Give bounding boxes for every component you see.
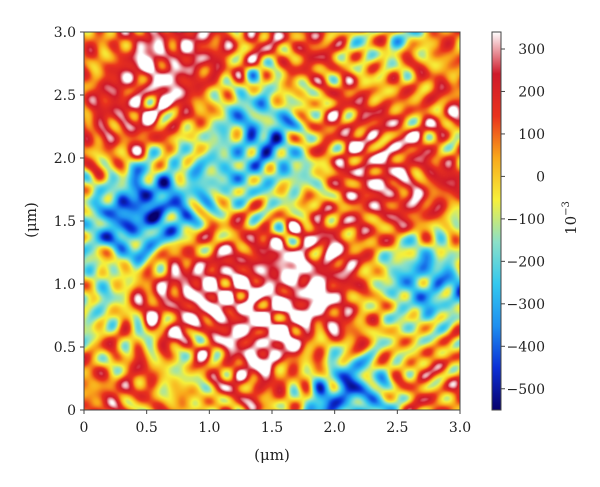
y-axis-ticks: 0 0.5 1.0 1.5 2.0 2.5 3.0 bbox=[54, 25, 84, 419]
colorbar-tick-label: −100 bbox=[507, 212, 545, 228]
colorbar-label: 10−3 bbox=[561, 201, 580, 235]
x-tick-label: 0 bbox=[80, 420, 89, 436]
colorbar-tick-label: 0 bbox=[536, 169, 545, 185]
colorbar-tick-label: −300 bbox=[507, 297, 545, 313]
x-tick-label: 0.5 bbox=[136, 420, 158, 436]
y-tick-label: 0 bbox=[67, 403, 76, 419]
heatmap-plot-area bbox=[83, 31, 461, 411]
y-tick-label: 1.5 bbox=[54, 214, 76, 230]
x-tick-label: 2.0 bbox=[324, 420, 346, 436]
colorbar-tick-label: 300 bbox=[518, 42, 545, 58]
colorbar-ticks: 300 200 100 0 −100 −200 −300 −400 −500 bbox=[501, 42, 545, 398]
heatmap-image bbox=[84, 32, 460, 410]
colorbar-tick-label: 100 bbox=[518, 127, 545, 143]
colorbar-tick-label: 200 bbox=[518, 84, 545, 100]
x-tick-label: 2.5 bbox=[386, 420, 408, 436]
y-axis-label: (μm) bbox=[22, 202, 40, 238]
colorbar-gradient bbox=[491, 31, 502, 411]
colorbar-tick-label: −200 bbox=[507, 254, 545, 270]
y-tick-label: 2.0 bbox=[54, 151, 76, 167]
x-axis-label: (μm) bbox=[254, 446, 290, 464]
y-tick-label: 1.0 bbox=[54, 277, 76, 293]
y-tick-label: 3.0 bbox=[54, 25, 76, 41]
y-tick-label: 0.5 bbox=[54, 340, 76, 356]
x-tick-label: 1.5 bbox=[261, 420, 283, 436]
y-tick-label: 2.5 bbox=[54, 88, 76, 104]
colorbar: 300 200 100 0 −100 −200 −300 −400 −500 10−3 bbox=[491, 31, 580, 411]
x-axis-ticks: 0 0.5 1.0 1.5 2.0 2.5 3.0 bbox=[80, 410, 471, 436]
x-tick-label: 1.0 bbox=[198, 420, 220, 436]
x-tick-label: 3.0 bbox=[449, 420, 471, 436]
colorbar-tick-label: −400 bbox=[507, 339, 545, 355]
colorbar-tick-label: −500 bbox=[507, 382, 545, 398]
